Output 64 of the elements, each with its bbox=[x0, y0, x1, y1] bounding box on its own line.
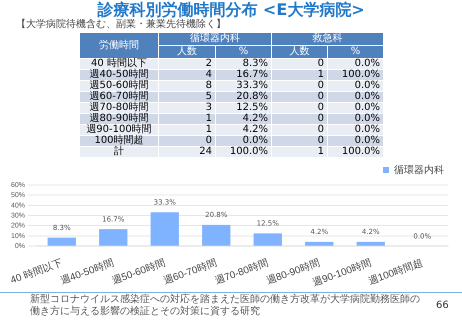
data-label: 8.3% bbox=[216, 58, 272, 70]
data-label: 0.0% bbox=[328, 102, 384, 114]
bar bbox=[305, 242, 334, 246]
data-label: 4 bbox=[158, 69, 216, 80]
y-tick-label: 週80-90時間 bbox=[80, 113, 158, 124]
data-label: 100.0% bbox=[216, 146, 272, 158]
text: 新型コロナウイルス感染症への対応を踏まえた医師の働き方改革が大学病院勤務医師の働き方に与える影響の検証とその対策に資する研究 bbox=[30, 294, 421, 318]
data-label: 3 bbox=[158, 102, 216, 114]
x-tick-label: 人数 bbox=[158, 46, 216, 58]
data-label: 0 bbox=[272, 80, 328, 92]
y-axis-title: 労働時間 bbox=[80, 32, 158, 58]
x-tick-label: % bbox=[328, 46, 384, 58]
data-label: 0.0% bbox=[328, 80, 384, 92]
bar bbox=[99, 229, 128, 246]
data-label: 0 bbox=[272, 102, 328, 114]
x-tick-label: 人数 bbox=[272, 46, 328, 58]
data-label: 1 bbox=[272, 146, 328, 158]
text: 救急科 bbox=[272, 32, 384, 46]
y-tick-label: 100時間超 bbox=[80, 135, 158, 146]
bar bbox=[48, 238, 76, 246]
data-label: 1 bbox=[158, 113, 216, 124]
text: 66 bbox=[436, 300, 449, 311]
data-label: 0.0% bbox=[328, 58, 384, 70]
data-label: 5 bbox=[158, 91, 216, 102]
y-tick-label: 週50-60時間 bbox=[80, 80, 158, 92]
data-label: 0 bbox=[272, 58, 328, 70]
data-label: 2 bbox=[158, 58, 216, 70]
data-label: 100.0% bbox=[328, 69, 384, 80]
data-label: 33.3% bbox=[216, 80, 272, 92]
bar bbox=[254, 233, 282, 246]
y-tick-label: 週60-70時間 bbox=[80, 91, 158, 102]
data-label: 0 bbox=[272, 135, 328, 146]
text: 循環器内科 bbox=[158, 32, 272, 46]
y-tick-label: 週40-50時間 bbox=[80, 69, 158, 80]
data-label: 0.0% bbox=[328, 113, 384, 124]
x-tick-label: % bbox=[216, 46, 272, 58]
data-label: 0.0% bbox=[328, 124, 384, 136]
data-label: 20.8% bbox=[216, 91, 272, 102]
data-label: 0 bbox=[272, 124, 328, 136]
data-label: 4.2% bbox=[216, 113, 272, 124]
data-label: 0 bbox=[158, 135, 216, 146]
data-label: 0.0% bbox=[328, 135, 384, 146]
bar bbox=[202, 224, 230, 246]
data-label: 0 bbox=[272, 91, 328, 102]
y-tick-label: 計 bbox=[80, 146, 158, 158]
bar bbox=[150, 212, 179, 246]
y-tick-label: 週70-80時間 bbox=[80, 102, 158, 114]
data-label: 0.0% bbox=[328, 91, 384, 102]
legend-label: 循環器内科 bbox=[394, 164, 444, 176]
y-tick-label: 週90-100時間 bbox=[80, 124, 158, 136]
data-label: 4.2% bbox=[216, 124, 272, 136]
y-tick-label: 40 時間以下 bbox=[80, 58, 158, 70]
data-label: 0.0% bbox=[216, 135, 272, 146]
data-label: 12.5% bbox=[216, 102, 272, 114]
chart-title: 診療科別労働時間分布 <E大学病院> bbox=[96, 0, 366, 19]
data-label: 100.0% bbox=[328, 146, 384, 158]
data-label: 1 bbox=[272, 69, 328, 80]
data-label: 24 bbox=[158, 146, 216, 158]
data-label: 1 bbox=[158, 124, 216, 136]
data-label: 0 bbox=[272, 113, 328, 124]
chart-subtitle: 【大学病院待機含む、副業・兼業先待機除く】 bbox=[16, 19, 226, 31]
data-label: 8 bbox=[158, 80, 216, 92]
bar bbox=[356, 242, 385, 246]
data-label: 16.7% bbox=[216, 69, 272, 80]
